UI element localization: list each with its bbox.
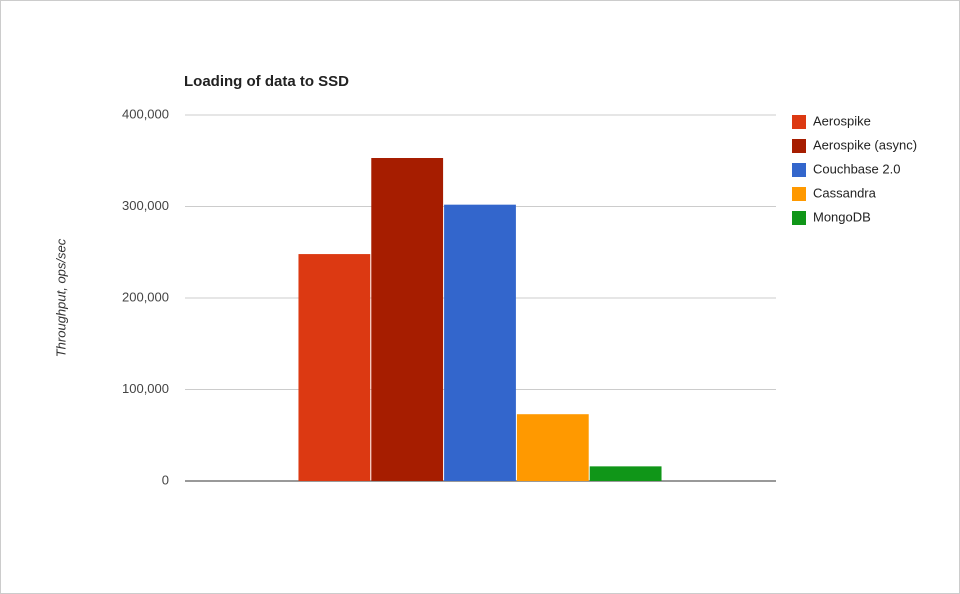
legend-label: Aerospike: [813, 113, 871, 128]
y-tick-label: 200,000: [122, 289, 169, 304]
y-tick-label: 400,000: [122, 106, 169, 121]
y-axis-label: Throughput, ops/sec: [53, 238, 68, 357]
legend-swatch: [792, 115, 806, 129]
bar: [516, 414, 589, 481]
y-tick-label: 300,000: [122, 198, 169, 213]
legend-swatch: [792, 139, 806, 153]
bar: [298, 254, 371, 481]
legend-label: Aerospike (async): [813, 137, 917, 152]
legend-label: Couchbase 2.0: [813, 161, 900, 176]
chart-title: Loading of data to SSD: [184, 73, 349, 90]
legend-swatch: [792, 187, 806, 201]
bar: [589, 466, 662, 481]
legend-label: Cassandra: [813, 185, 877, 200]
legend-swatch: [792, 163, 806, 177]
bar: [444, 204, 516, 482]
bar: [371, 158, 444, 481]
y-tick-label: 100,000: [122, 381, 169, 396]
legend-swatch: [792, 211, 806, 225]
legend-label: MongoDB: [813, 209, 871, 224]
y-tick-label: 0: [162, 472, 169, 487]
